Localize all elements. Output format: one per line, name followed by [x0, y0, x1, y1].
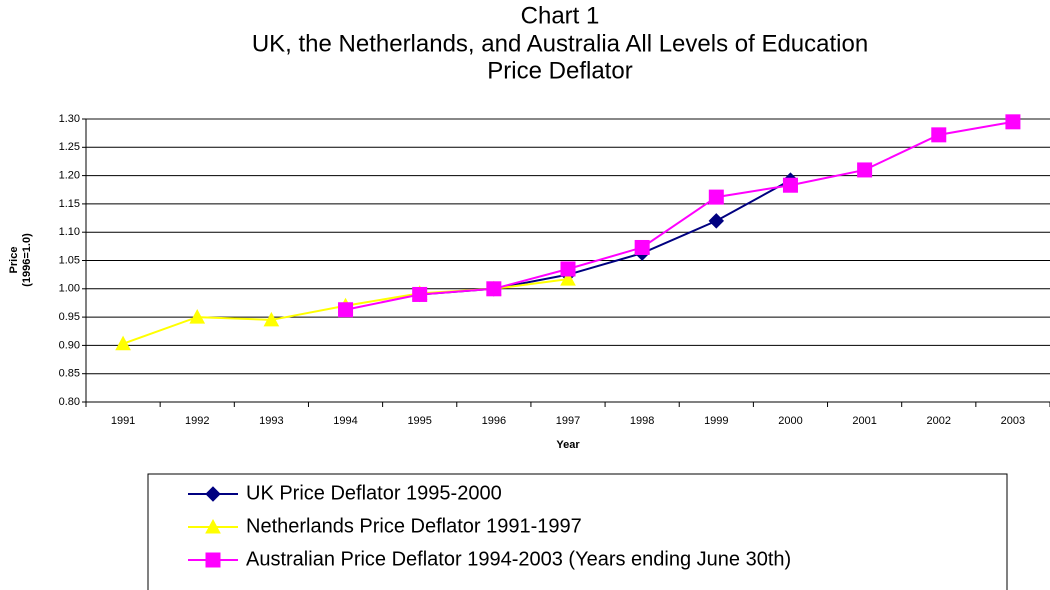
x-tick-label: 1993 [259, 415, 283, 427]
data-point [708, 213, 725, 229]
chart-title: Chart 1 [521, 2, 600, 29]
y-tick-label: 1.30 [59, 113, 80, 125]
y-tick-label: 1.10 [59, 226, 80, 238]
x-tick-label: 2001 [852, 415, 876, 427]
y-tick-label: 1.05 [59, 254, 80, 266]
y-axis-label: (1996=1.0) [21, 233, 33, 287]
y-tick-label: 0.80 [59, 396, 80, 408]
data-point [338, 302, 354, 318]
y-tick-label: 1.00 [59, 283, 80, 295]
x-tick-label: 1991 [111, 415, 135, 427]
y-tick-label: 1.20 [59, 170, 80, 182]
series-line [345, 120, 1014, 311]
legend-marker [205, 552, 221, 568]
x-tick-label: 1996 [482, 415, 506, 427]
legend-label: Netherlands Price Deflator 1991-1997 [246, 515, 582, 537]
data-point [782, 177, 798, 193]
x-tick-label: 1997 [556, 415, 580, 427]
legend-marker [205, 486, 221, 502]
data-point [931, 127, 947, 143]
x-tick-label: 1999 [704, 415, 728, 427]
series-line [419, 179, 791, 296]
x-tick-label: 2003 [1001, 415, 1025, 427]
x-tick-label: 2000 [778, 415, 802, 427]
y-axis-label: Price [8, 247, 20, 274]
chart-title: Price Deflator [487, 57, 632, 84]
x-tick-label: 1992 [185, 415, 209, 427]
data-point [412, 286, 428, 302]
legend-marker [205, 518, 221, 534]
data-point [560, 271, 576, 286]
data-point [560, 261, 576, 277]
y-tick-label: 1.25 [59, 141, 80, 153]
data-point [263, 311, 280, 327]
x-tick-label: 1995 [407, 415, 431, 427]
x-tick-label: 1998 [630, 415, 654, 427]
y-tick-label: 1.15 [59, 198, 80, 210]
legend-box [147, 473, 1008, 590]
data-point [1005, 114, 1021, 130]
x-axis-label: Year [556, 439, 580, 451]
y-tick-label: 0.90 [59, 339, 80, 351]
legend-label: Australian Price Deflator 1994-2003 (Yea… [246, 548, 791, 570]
x-tick-label: 1994 [333, 415, 357, 427]
data-point [857, 162, 873, 178]
data-point [189, 309, 206, 324]
y-tick-label: 0.85 [59, 368, 80, 380]
data-point [708, 189, 724, 205]
y-tick-label: 0.95 [59, 311, 80, 323]
legend-label: UK Price Deflator 1995-2000 [246, 482, 502, 504]
chart-title: UK, the Netherlands, and Australia All L… [252, 30, 868, 57]
x-tick-label: 2002 [927, 415, 951, 427]
data-point [486, 281, 502, 297]
data-point [634, 239, 650, 255]
data-point [115, 335, 131, 351]
